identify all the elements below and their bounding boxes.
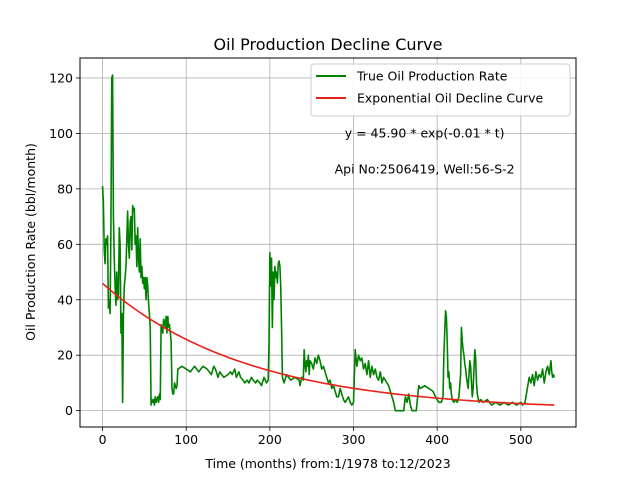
x-tick-label: 500 bbox=[509, 432, 533, 447]
y-axis-ticks: 0 20 40 60 80 100 120 bbox=[49, 70, 80, 418]
y-tick-label: 0 bbox=[65, 403, 73, 418]
well-info-annotation: Api No:2506419, Well:56-S-2 bbox=[335, 162, 515, 177]
y-tick-label: 120 bbox=[49, 70, 73, 85]
y-tick-label: 20 bbox=[57, 348, 73, 363]
series-line-decline-curve bbox=[102, 282, 555, 406]
y-tick-label: 80 bbox=[57, 181, 73, 196]
equation-annotation: y = 45.90 * exp(-0.01 * t) bbox=[345, 126, 505, 141]
legend-label-decline-curve: Exponential Oil Decline Curve bbox=[357, 91, 544, 106]
y-tick-label: 40 bbox=[57, 292, 73, 307]
chart-title: Oil Production Decline Curve bbox=[214, 35, 443, 54]
legend: True Oil Production Rate Exponential Oil… bbox=[310, 63, 571, 117]
x-axis-ticks: 0 100 200 300 400 500 bbox=[99, 427, 533, 447]
x-tick-label: 100 bbox=[174, 432, 198, 447]
y-tick-label: 60 bbox=[57, 237, 73, 252]
x-axis-label: Time (months) from:1/1978 to:12/2023 bbox=[204, 456, 450, 471]
plot-series bbox=[101, 74, 556, 412]
x-tick-label: 0 bbox=[99, 432, 107, 447]
y-axis-label: Oil Production Rate (bbl/month) bbox=[23, 143, 38, 341]
y-tick-label: 100 bbox=[49, 126, 73, 141]
x-tick-label: 400 bbox=[425, 432, 449, 447]
legend-label-true-rate: True Oil Production Rate bbox=[356, 69, 508, 84]
x-tick-label: 200 bbox=[258, 432, 282, 447]
annotations: y = 45.90 * exp(-0.01 * t) Api No:2506419… bbox=[335, 126, 515, 177]
series-line-true-rate bbox=[101, 74, 556, 412]
grid-lines bbox=[80, 58, 576, 427]
legend-box bbox=[310, 63, 571, 117]
plot-frame bbox=[79, 57, 577, 428]
x-tick-label: 300 bbox=[342, 432, 366, 447]
